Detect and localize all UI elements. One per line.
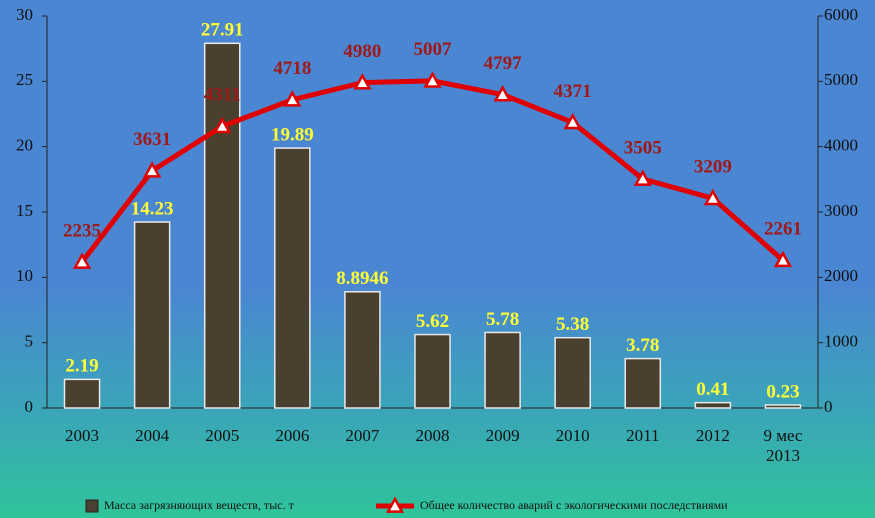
bar-value-label: 14.23 [131, 198, 174, 219]
y-tick-label: 10 [16, 266, 33, 285]
line-marker [72, 252, 92, 269]
line-marker [703, 188, 722, 206]
bar-value-label: 27.91 [201, 20, 244, 41]
line-value-label: 2261 [764, 219, 802, 240]
line-value-label: 2235 [63, 220, 101, 241]
bar [344, 291, 381, 409]
x-tick-label: 2011 [626, 426, 660, 445]
bar [414, 333, 451, 409]
line-marker [633, 169, 652, 186]
bar [764, 404, 802, 409]
y-tick-label: 20 [16, 136, 33, 155]
line-value-label: 4980 [343, 41, 381, 62]
line-marker [563, 112, 582, 130]
y2-tick-label: 0 [824, 397, 833, 416]
bar-value-label: 19.89 [271, 124, 314, 145]
bar [554, 336, 591, 409]
line-value-label: 4797 [484, 53, 523, 74]
x-tick-label: 2008 [415, 426, 450, 445]
x-tick-label: 2006 [275, 426, 310, 445]
y2-tick-label: 5000 [824, 70, 858, 89]
line-value-label: 4311 [204, 85, 241, 106]
bar [624, 357, 662, 409]
line-value-label: 4371 [554, 81, 592, 102]
x-tick-label: 2007 [345, 426, 380, 445]
legend-label: Масса загрязняющих веществ, тыс. т [104, 498, 295, 512]
line-marker [353, 73, 372, 90]
bar-value-label: 8.8946 [336, 268, 388, 289]
bar-value-label: 2.19 [65, 356, 98, 377]
y2-tick-label: 4000 [824, 136, 858, 155]
y-tick-label: 25 [16, 70, 33, 89]
y2-tick-label: 3000 [824, 201, 858, 220]
line-marker [213, 116, 232, 134]
x-tick-label: 2012 [695, 426, 730, 445]
bar-value-label: 3.78 [626, 335, 659, 356]
x-tick-label: 2004 [135, 426, 170, 445]
y-tick-label: 30 [16, 5, 33, 24]
y-tick-label: 5 [25, 332, 34, 351]
y2-tick-label: 6000 [824, 5, 858, 24]
x-tick-label: 9 мес 2013 [763, 426, 803, 465]
y-tick-label: 15 [16, 201, 33, 220]
x-tick-label: 2003 [65, 426, 100, 445]
x-tick-label: 2010 [555, 426, 590, 445]
bar-value-label: 5.62 [416, 311, 449, 332]
line-marker [493, 85, 512, 102]
line-marker [143, 161, 162, 178]
bar [63, 378, 101, 409]
line-marker [773, 250, 793, 268]
line-value-label: 3505 [624, 137, 662, 158]
line-marker [423, 71, 442, 88]
line-value-label: 3631 [133, 129, 171, 150]
line-value-label: 4718 [273, 58, 311, 79]
bar [274, 147, 311, 409]
y2-tick-label: 2000 [824, 266, 858, 285]
x-tick-label: 2009 [485, 426, 520, 445]
x-tick-label: 2005 [205, 426, 240, 445]
bar [133, 221, 171, 409]
line-value-label: 5007 [414, 39, 453, 60]
bar-value-label: 0.41 [696, 379, 729, 400]
bar-value-label: 5.38 [556, 314, 589, 335]
y-tick-label: 0 [25, 397, 34, 416]
line-marker [283, 90, 302, 107]
bar [694, 401, 732, 409]
bar [203, 42, 241, 409]
line [80, 78, 785, 264]
legend-swatch [385, 496, 405, 513]
line-value-label: 3209 [694, 157, 732, 178]
bar-value-label: 5.78 [486, 309, 519, 330]
bar [484, 331, 521, 409]
bar-value-label: 0.23 [766, 381, 799, 402]
legend-label: Общее количество аварий с экологическими… [420, 498, 728, 512]
legend-swatch [85, 499, 99, 513]
y2-tick-label: 1000 [824, 332, 858, 351]
